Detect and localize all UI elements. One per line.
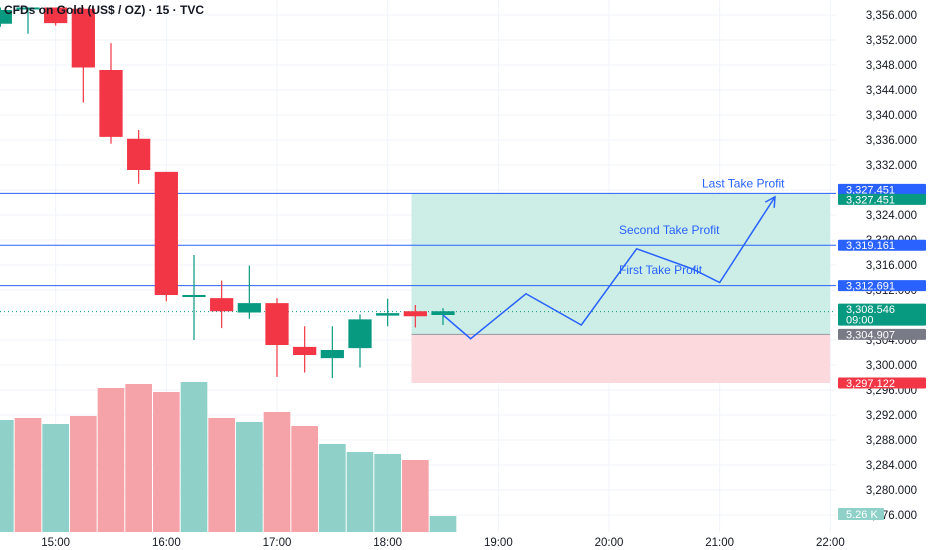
price-axis-tick: 3,324.000: [866, 210, 917, 222]
candle-body[interactable]: [71, 8, 95, 68]
projection-path[interactable]: [442, 196, 776, 340]
candle-body[interactable]: [403, 311, 427, 317]
price-tag: [838, 193, 926, 205]
volume-bar: [97, 388, 125, 532]
take-profit-label: Second Take Profit: [619, 223, 720, 237]
candle-body[interactable]: [376, 313, 400, 316]
price-axis-tick: 3,316.000: [866, 260, 917, 272]
position-profit-zone[interactable]: [411, 193, 831, 335]
price-axis-tick: 3,336.000: [866, 135, 917, 147]
time-axis-tick: 16:00: [152, 537, 181, 549]
price-tag-label: 3,327.451: [846, 194, 895, 206]
price-tag-label: 3,327.451: [846, 184, 895, 196]
time-axis-tick: 20:00: [595, 537, 624, 549]
time-axis-tick: 22:00: [816, 537, 845, 549]
volume-bar: [208, 418, 235, 532]
price-tag-label: 3,308.546: [846, 304, 895, 316]
volume-bar: [346, 452, 374, 532]
candle-body[interactable]: [99, 70, 123, 137]
volume-bar: [319, 444, 346, 532]
take-profit-label: Last Take Profit: [702, 177, 785, 191]
volume-tag-label: 5.26 K: [846, 509, 878, 521]
time-axis-tick: 17:00: [263, 537, 292, 549]
position-loss-zone[interactable]: [411, 334, 831, 383]
price-tag: [838, 280, 926, 292]
volume-bar: [125, 384, 152, 532]
price-axis-tick: 3,284.000: [866, 460, 917, 472]
projection-arrow-head: [764, 195, 776, 208]
take-profit-label: First Take Profit: [619, 263, 703, 277]
price-axis-tick: 3,340.000: [866, 110, 917, 122]
price-tag: [838, 377, 926, 389]
time-axis-tick: 21:00: [705, 537, 734, 549]
volume-bar: [291, 426, 318, 532]
price-axis-tick: 3,292.000: [866, 410, 917, 422]
volume-bar: [429, 516, 457, 532]
price-axis-tick: 3,280.000: [866, 485, 917, 497]
candle-body[interactable]: [0, 10, 12, 24]
price-axis-tick: 3,288.000: [866, 435, 917, 447]
price-axis-tick: 3,344.000: [866, 85, 917, 97]
chart-title: CFDs on Gold (US$ / OZ) · 15 · TVC: [4, 3, 205, 17]
time-axis[interactable]: [0, 532, 932, 550]
price-axis-tick: 3,300.000: [866, 360, 917, 372]
volume-bar: [263, 412, 291, 532]
price-tag-label: 3,319.161: [846, 240, 895, 252]
volume-bar: [0, 420, 14, 532]
price-tag-label: 3,312.691: [846, 281, 895, 293]
time-axis-tick: 15:00: [41, 537, 70, 549]
price-tag: [838, 328, 926, 340]
price-tag-countdown: 09:00: [846, 315, 874, 327]
volume-bar: [42, 424, 69, 532]
price-tag-label: 3,304.907: [846, 329, 895, 341]
candle-body[interactable]: [431, 311, 455, 315]
volume-bar: [14, 418, 42, 532]
candle-body[interactable]: [127, 138, 151, 170]
price-tag: [838, 303, 926, 326]
price-axis-tick: 3,348.000: [866, 60, 917, 72]
time-axis-tick: 18:00: [373, 537, 402, 549]
price-tag: [838, 239, 926, 251]
candle-body[interactable]: [265, 303, 289, 345]
price-axis-tick: 3,332.000: [866, 160, 917, 172]
price-axis[interactable]: [836, 0, 932, 532]
candle-body[interactable]: [16, 7, 40, 10]
candle-body[interactable]: [210, 298, 234, 312]
volume-bar: [402, 460, 429, 532]
volume-bar: [374, 454, 401, 532]
volume-bar: [70, 416, 97, 532]
volume-bar: [180, 382, 208, 532]
candle-body[interactable]: [44, 7, 68, 24]
candle-body[interactable]: [237, 303, 261, 313]
volume-tag: [838, 508, 884, 520]
candle-body[interactable]: [348, 319, 372, 349]
volume-bar: [236, 422, 263, 532]
candle-body[interactable]: [182, 295, 206, 297]
price-axis-tick: 3,356.000: [866, 10, 917, 22]
time-axis-tick: 19:00: [484, 537, 513, 549]
volume-bar: [153, 392, 180, 532]
price-axis-tick: 3,352.000: [866, 35, 917, 47]
candle-body[interactable]: [320, 350, 344, 359]
price-tag-label: 3,297.122: [846, 378, 895, 390]
price-tag: [838, 183, 926, 195]
candle-body[interactable]: [154, 171, 178, 295]
candle-body[interactable]: [293, 346, 317, 355]
